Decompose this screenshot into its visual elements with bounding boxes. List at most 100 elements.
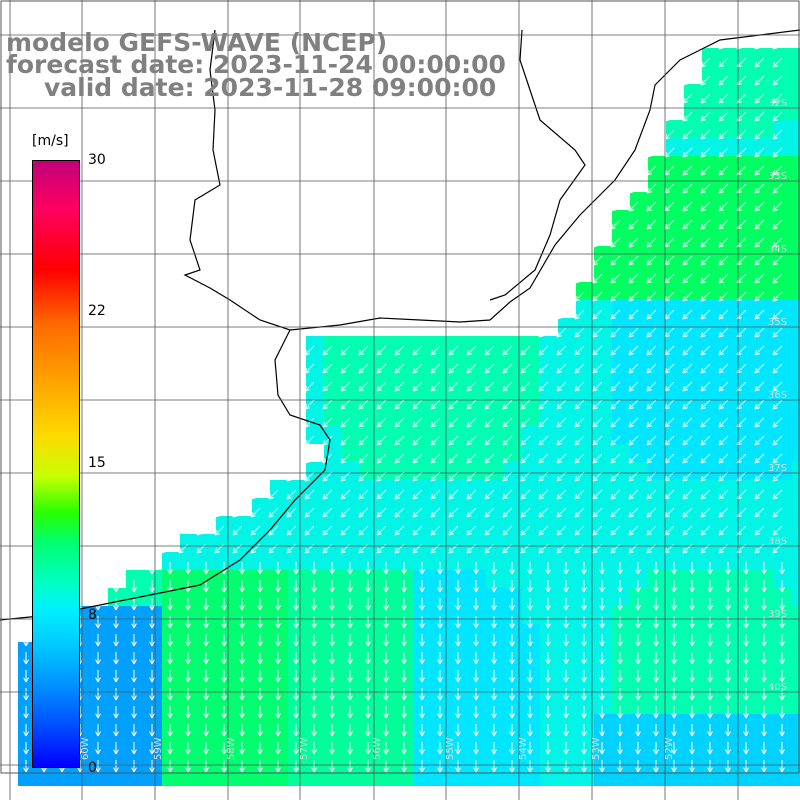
wind-arrow (610, 201, 621, 212)
wind-arrow (358, 435, 369, 446)
wind-speed-cell (270, 732, 288, 750)
wind-speed-cell (162, 750, 180, 768)
wind-arrow (556, 291, 567, 302)
wind-speed-cell (576, 660, 594, 678)
wind-arrow (466, 417, 477, 428)
wind-arrow (556, 327, 567, 338)
wind-speed-cell (198, 624, 216, 642)
wind-speed-cell (558, 552, 576, 570)
wind-arrow (682, 381, 693, 392)
wind-speed-cell (576, 570, 594, 588)
wind-speed-cell (180, 624, 198, 642)
wind-arrow (754, 309, 765, 320)
wind-arrow (718, 417, 729, 428)
wind-speed-cell (612, 624, 630, 642)
wind-speed-cell (684, 714, 702, 732)
wind-speed-cell (594, 678, 612, 696)
wind-speed-cell (324, 570, 342, 588)
wind-speed-cell (234, 732, 252, 750)
wind-speed-cell (396, 714, 414, 732)
wind-arrow (628, 273, 639, 284)
wind-speed-cell (144, 606, 162, 624)
wind-speed-cell (792, 390, 800, 408)
wind-arrow (610, 417, 621, 428)
wind-speed-cell (738, 678, 756, 696)
wind-arrow (772, 93, 783, 104)
wind-speed-cell (324, 624, 342, 642)
wind-arrow (610, 345, 621, 356)
wind-arrow (772, 417, 783, 428)
wind-speed-cell (342, 660, 360, 678)
wind-speed-cell (576, 606, 594, 624)
wind-speed-cell (306, 714, 324, 732)
wind-speed-cell (684, 606, 702, 624)
wind-speed-cell (234, 696, 252, 714)
wind-speed-cell (198, 552, 216, 570)
wind-speed-cell (756, 606, 774, 624)
wind-speed-cell (216, 606, 234, 624)
wind-speed-cell (144, 588, 162, 606)
wind-speed-cell (792, 516, 800, 534)
wind-arrow (574, 417, 585, 428)
wind-speed-cell (684, 624, 702, 642)
wind-speed-cell (108, 750, 126, 768)
wind-speed-cell (468, 750, 486, 768)
wind-arrow (538, 363, 549, 374)
wind-speed-cell (792, 642, 800, 660)
wind-speed-cell (630, 678, 648, 696)
wind-speed-cell (702, 714, 720, 732)
wind-speed-cell (666, 714, 684, 732)
wind-arrow (772, 309, 783, 320)
wind-speed-cell (792, 624, 800, 642)
wind-arrow (592, 345, 603, 356)
wind-arrow (376, 399, 387, 410)
wind-arrow (718, 237, 729, 248)
wind-speed-cell (414, 732, 432, 750)
wind-speed-cell (630, 732, 648, 750)
wind-speed-cell (792, 588, 800, 606)
wind-speed-cell (126, 732, 144, 750)
longitude-label: 59W (153, 737, 164, 760)
wind-speed-cell (702, 552, 720, 570)
wind-arrow (682, 93, 693, 104)
wind-speed-cell (270, 642, 288, 660)
wind-speed-cell (252, 606, 270, 624)
wind-speed-cell (126, 588, 144, 606)
wind-speed-cell (540, 750, 558, 768)
wind-arrow (718, 39, 729, 50)
wind-speed-cell (486, 696, 504, 714)
wind-speed-cell (162, 696, 180, 714)
wind-speed-cell (792, 102, 800, 120)
wind-arrow (628, 399, 639, 410)
wind-speed-cell (738, 552, 756, 570)
wind-speed-cell (648, 552, 666, 570)
wind-arrow (646, 399, 657, 410)
wind-speed-cell (792, 66, 800, 84)
wind-arrow (340, 363, 351, 374)
wind-arrow (772, 111, 783, 122)
wind-arrow (628, 183, 639, 194)
wind-speed-cell (270, 696, 288, 714)
wind-arrow (754, 327, 765, 338)
latitude-label: 38S (768, 536, 787, 547)
wind-speed-cell (504, 606, 522, 624)
wind-speed-cell (108, 606, 126, 624)
wind-speed-cell (360, 732, 378, 750)
wind-speed-cell (468, 642, 486, 660)
wind-speed-cell (396, 660, 414, 678)
wind-arrow (484, 345, 495, 356)
wind-speed-cell (198, 714, 216, 732)
wind-speed-cell (126, 714, 144, 732)
wind-arrow (718, 381, 729, 392)
wind-speed-cell (486, 552, 504, 570)
wind-speed-cell (684, 696, 702, 714)
title-valid-date: valid date: 2023-11-28 09:00:00 (44, 73, 497, 102)
wind-arrow (322, 345, 333, 356)
wind-arrow (718, 183, 729, 194)
wind-speed-cell (216, 552, 234, 570)
wind-speed-cell (108, 714, 126, 732)
wind-arrow (628, 381, 639, 392)
wind-speed-cell (738, 714, 756, 732)
wind-speed-cell (648, 750, 666, 768)
wind-arrow (592, 417, 603, 428)
